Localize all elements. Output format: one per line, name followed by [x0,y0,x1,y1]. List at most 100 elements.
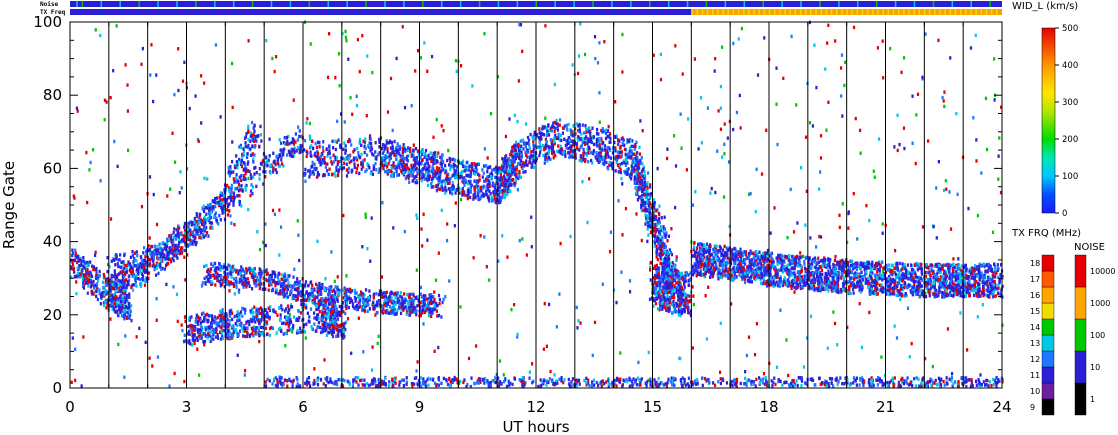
scatter-point [345,274,348,278]
scatter-point [476,188,479,193]
scatter-point [346,139,350,144]
scatter-point [198,215,201,219]
scatter-point [787,373,790,378]
scatter-point [193,220,196,224]
scatter-point [651,209,655,213]
scatter-point [649,221,652,226]
scatter-point [210,262,213,266]
scatter-point [428,169,431,173]
scatter-point [319,299,322,303]
scatter-point [333,300,337,305]
txfreq-bar-spike [779,9,781,15]
scatter-point [619,167,622,172]
scatter-point [118,258,121,262]
scatter-point [243,311,247,315]
scatter-point [400,295,403,299]
scatter-point [258,166,261,171]
scatter-point [192,241,196,245]
scatter-point [427,157,430,161]
scatter-point [156,249,159,254]
scatter-point [327,298,330,302]
scatter-point [664,259,667,264]
scatter-point [331,162,334,166]
scatter-point [663,215,666,219]
scatter-point [775,365,779,369]
txfreq-bar-spike [701,9,704,15]
scatter-point [497,259,500,263]
scatter-point [170,233,173,238]
scatter-point [237,272,240,276]
scatter-point [398,306,401,310]
scatter-point [403,300,406,304]
scatter-point [608,132,612,136]
scatter-point [552,150,555,155]
scatter-point [638,183,641,187]
noise-bar-spike [516,1,519,7]
scatter-point [424,308,428,312]
scatter-point [141,259,144,264]
scatter-point [423,155,426,159]
scatter-point [208,280,211,284]
txfreq-bar-spike [897,9,900,15]
scatter-point [414,69,417,73]
scatter-point [522,170,525,174]
scatter-point [809,236,812,240]
scatter-point [321,282,324,287]
scatter-point [505,154,508,158]
scatter-point [455,172,458,176]
scatter-point [606,148,609,152]
scatter-point [598,120,601,124]
scatter-point [245,131,248,136]
scatter-point [530,245,533,249]
scatter-point [368,307,372,311]
scatter-point [397,173,401,177]
scatter-point [334,155,337,159]
scatter-point [127,274,131,279]
scatter-point [499,200,502,204]
scatter-point [644,173,647,178]
scatter-point [354,297,358,301]
scatter-point [941,95,944,100]
scatter-point [310,287,313,291]
scatter-point [165,241,169,246]
scatter-point [533,144,536,148]
scatter-point [242,149,246,154]
scatter-point [442,179,445,183]
scatter-point [660,262,663,266]
scatter-point [324,276,327,281]
scatter-point [340,156,343,160]
scatter-point [222,204,225,209]
scatter-point [113,139,116,144]
scatter-point [654,231,657,235]
scatter-point [153,244,156,248]
scatter-point [699,265,702,269]
scatter-point [227,275,230,279]
scatter-point [427,168,430,173]
scatter-point [469,170,472,174]
scatter-point [135,264,138,268]
scatter-point [355,167,359,171]
scatter-point [215,275,218,280]
scatter-point [441,186,444,190]
scatter-point [637,166,640,170]
scatter-point [882,76,885,80]
scatter-point [673,264,676,268]
scatter-point [244,171,247,175]
scatter-point [176,319,179,324]
scatter-point [323,160,326,165]
scatter-point [482,171,485,175]
txfreq-bar-spike [944,9,946,15]
scatter-point [252,267,255,271]
scatter-point [501,177,504,182]
scatter-point [655,239,658,243]
scatter-point [330,250,333,254]
scatter-point [249,134,252,139]
scatter-point [621,141,624,146]
scatter-point [485,179,488,183]
scatter-point [576,326,579,330]
scatter-point [364,304,367,308]
scatter-point [110,273,113,278]
scatter-point [253,271,256,276]
scatter-point [219,198,222,202]
scatter-point [146,279,149,284]
